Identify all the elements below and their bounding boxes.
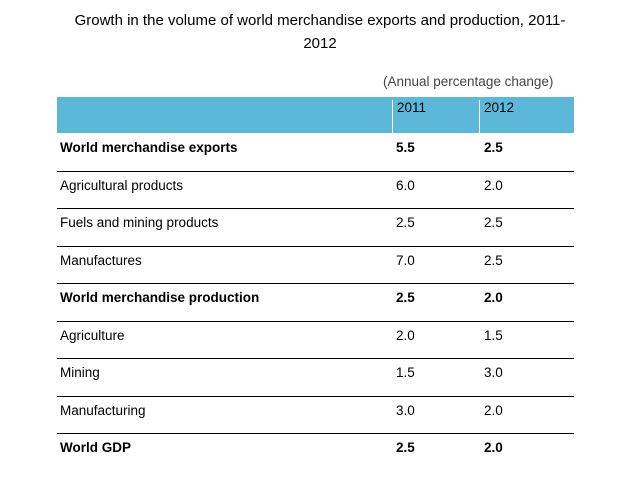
row-label: Mining bbox=[60, 365, 100, 380]
table-body: World merchandise exports 5.5 2.5 Agricultu… bbox=[57, 134, 574, 472]
table-row: Agriculture 2.0 1.5 bbox=[57, 322, 574, 359]
column-header-2012: 2012 bbox=[479, 100, 574, 133]
table-row: World merchandise exports 5.5 2.5 bbox=[57, 134, 574, 172]
column-header-2011: 2011 bbox=[392, 100, 483, 133]
row-label: World merchandise production bbox=[60, 290, 260, 305]
row-label: Manufactures bbox=[60, 252, 142, 268]
table-header: 2011 2012 bbox=[57, 97, 574, 134]
value-2012: 2.5 bbox=[484, 252, 503, 268]
chart-title-line-2: 2012 bbox=[303, 35, 337, 52]
value-2011: 2.0 bbox=[396, 327, 415, 343]
table-row: Manufacturing 3.0 2.0 bbox=[57, 397, 574, 434]
unit-note: (Annual percentage change) bbox=[383, 74, 554, 89]
value-2012: 2.5 bbox=[484, 215, 503, 230]
value-2011: 2.5 bbox=[396, 290, 415, 305]
table-row: Mining 1.5 3.0 bbox=[57, 359, 574, 397]
value-2012: 2.0 bbox=[484, 290, 503, 305]
table-row: Manufactures 7.0 2.5 bbox=[57, 247, 574, 284]
value-2011: 6.0 bbox=[396, 177, 415, 193]
value-2011: 5.5 bbox=[396, 140, 415, 155]
value-2012: 1.5 bbox=[484, 327, 503, 343]
row-label: Agricultural products bbox=[60, 177, 184, 193]
table-row: Agricultural products 6.0 2.0 bbox=[57, 172, 574, 209]
value-2012: 2.0 bbox=[484, 177, 503, 193]
value-2012: 2.0 bbox=[484, 402, 503, 418]
value-2011: 7.0 bbox=[396, 252, 415, 268]
value-2012: 3.0 bbox=[484, 365, 503, 380]
table-row: World GDP 2.5 2.0 bbox=[57, 434, 574, 472]
value-2011: 2.5 bbox=[396, 440, 415, 455]
row-label: World GDP bbox=[60, 440, 132, 455]
row-label: World merchandise exports bbox=[60, 140, 238, 155]
data-table: 2011 2012 World merchandise exports 5.5 2.… bbox=[57, 97, 574, 472]
value-2011: 3.0 bbox=[396, 402, 415, 418]
chart-title: Growth in the volume of world merchandis… bbox=[40, 9, 600, 55]
value-2011: 1.5 bbox=[396, 365, 415, 380]
value-2012: 2.5 bbox=[484, 140, 503, 155]
table-row: Fuels and mining products 2.5 2.5 bbox=[57, 209, 574, 247]
value-2011: 2.5 bbox=[396, 215, 415, 230]
table-row: World merchandise production 2.5 2.0 bbox=[57, 284, 574, 322]
row-label: Agriculture bbox=[60, 327, 125, 343]
row-label: Manufacturing bbox=[60, 402, 146, 418]
value-2012: 2.0 bbox=[484, 440, 503, 455]
chart-title-line-1: Growth in the volume of world merchandis… bbox=[74, 12, 566, 29]
row-label: Fuels and mining products bbox=[60, 215, 219, 230]
